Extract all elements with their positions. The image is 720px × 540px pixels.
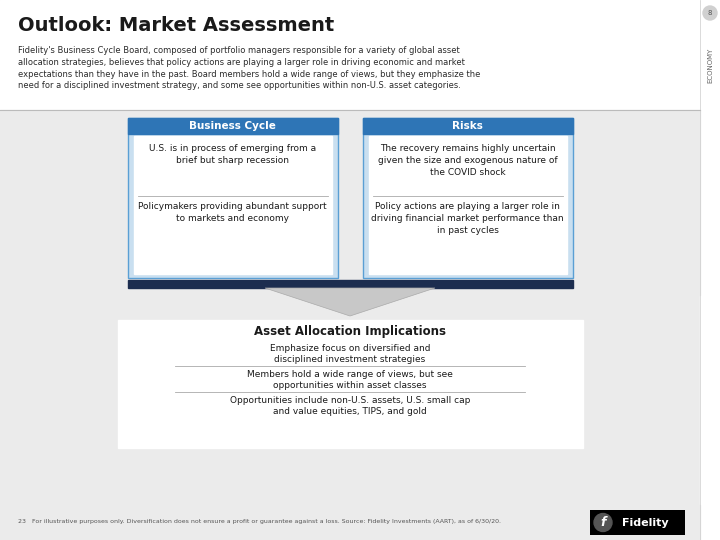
Text: Fidelity's Business Cycle Board, composed of portfolio managers responsible for : Fidelity's Business Cycle Board, compose… bbox=[18, 46, 480, 90]
Circle shape bbox=[703, 6, 717, 20]
Text: Emphasize focus on diversified and
disciplined investment strategies: Emphasize focus on diversified and disci… bbox=[270, 344, 431, 365]
Polygon shape bbox=[265, 288, 435, 316]
Text: Asset Allocation Implications: Asset Allocation Implications bbox=[254, 326, 446, 339]
Bar bbox=[127, 118, 338, 278]
Text: ECONOMY: ECONOMY bbox=[707, 48, 713, 83]
Text: Business Cycle: Business Cycle bbox=[189, 121, 276, 131]
Text: Fidelity: Fidelity bbox=[621, 517, 668, 528]
Bar bbox=[590, 510, 685, 535]
Bar bbox=[127, 280, 572, 288]
Bar bbox=[362, 118, 572, 134]
Text: 23   For illustrative purposes only. Diversification does not ensure a profit or: 23 For illustrative purposes only. Diver… bbox=[18, 519, 501, 524]
Text: 8: 8 bbox=[708, 10, 712, 16]
Bar bbox=[362, 118, 572, 278]
Text: Policymakers providing abundant support
to markets and economy: Policymakers providing abundant support … bbox=[138, 202, 327, 223]
Bar bbox=[369, 136, 567, 274]
Text: U.S. is in process of emerging from a
brief but sharp recession: U.S. is in process of emerging from a br… bbox=[149, 144, 316, 165]
Text: Policy actions are playing a larger role in
driving financial market performance: Policy actions are playing a larger role… bbox=[372, 202, 564, 234]
Text: f: f bbox=[600, 516, 606, 529]
Bar bbox=[133, 136, 331, 274]
Text: Opportunities include non-U.S. assets, U.S. small cap
and value equities, TIPS, : Opportunities include non-U.S. assets, U… bbox=[230, 396, 470, 416]
Text: The recovery remains highly uncertain
given the size and exogenous nature of
the: The recovery remains highly uncertain gi… bbox=[378, 144, 557, 177]
Bar bbox=[700, 0, 720, 540]
Text: Risks: Risks bbox=[452, 121, 483, 131]
Circle shape bbox=[594, 514, 612, 531]
Bar bbox=[0, 505, 700, 540]
Text: Outlook: Market Assessment: Outlook: Market Assessment bbox=[18, 16, 334, 35]
Bar bbox=[0, 0, 700, 110]
Bar bbox=[127, 118, 338, 134]
Bar bbox=[0, 110, 700, 295]
Bar bbox=[117, 320, 582, 448]
Text: Members hold a wide range of views, but see
opportunities within asset classes: Members hold a wide range of views, but … bbox=[247, 370, 453, 390]
